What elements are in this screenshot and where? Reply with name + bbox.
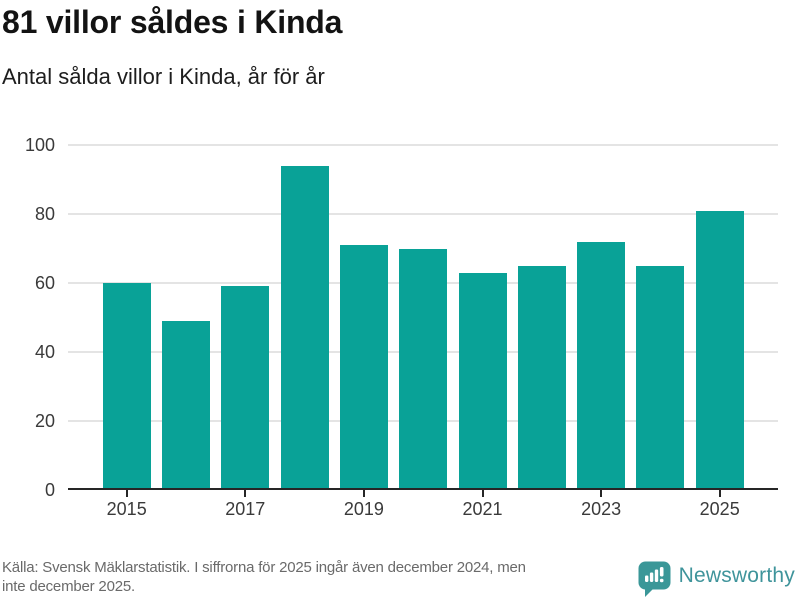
x-tick-2025 [718, 490, 721, 497]
x-tick-label-2017: 2017 [225, 499, 266, 519]
bar-2023 [577, 241, 626, 488]
gridline-100 [68, 144, 778, 146]
source-note-line2: inte december 2025. [2, 578, 135, 595]
bar-chart-plot-area: 2015 2017 2019 2021 2023 2025 [68, 144, 778, 519]
gridline-80 [68, 213, 778, 215]
bar-2017 [221, 286, 270, 488]
y-tick-label-60: 60 [34, 273, 55, 293]
y-tick-label-40: 40 [34, 342, 55, 362]
y-tick-label-80: 80 [34, 204, 55, 224]
y-tick-label-20: 20 [34, 411, 55, 431]
x-tick-label-2023: 2023 [581, 499, 622, 519]
bar-2021 [458, 272, 507, 488]
x-tick-2023 [600, 490, 603, 497]
bar-chart-speech-bubble-icon [638, 561, 671, 597]
bar-2020 [399, 248, 448, 488]
x-tick-2021 [481, 490, 484, 497]
bar-2018 [280, 165, 329, 488]
chart-subtitle: Antal sålda villor i Kinda, år för år [2, 64, 325, 89]
x-tick-label-2021: 2021 [462, 499, 503, 519]
bar-2016 [162, 320, 210, 488]
x-tick-2017 [244, 490, 247, 497]
source-note: Källa: Svensk Mäklarstatistik. I siffror… [2, 558, 526, 596]
y-tick-label-100: 100 [24, 135, 55, 155]
x-tick-label-2025: 2025 [699, 499, 740, 519]
y-axis: 0 20 40 60 80 100 [0, 135, 55, 500]
y-tick-label-0: 0 [44, 480, 55, 500]
bar-2025 [695, 210, 744, 488]
bar-2019 [339, 245, 388, 488]
source-note-line1: Källa: Svensk Mäklarstatistik. I siffror… [2, 559, 526, 576]
bar-2015 [102, 283, 151, 488]
bar-2022 [517, 265, 566, 488]
x-tick-2019 [362, 490, 365, 497]
chart-title: 81 villor såldes i Kinda [2, 4, 343, 40]
x-tick-2015 [125, 490, 128, 497]
newsworthy-logo: Newsworthy [638, 561, 795, 597]
bar-2024 [636, 265, 685, 488]
x-axis-line [68, 488, 778, 490]
x-tick-label-2015: 2015 [106, 499, 147, 519]
brand-name: Newsworthy [678, 564, 795, 587]
x-tick-label-2019: 2019 [343, 499, 384, 519]
